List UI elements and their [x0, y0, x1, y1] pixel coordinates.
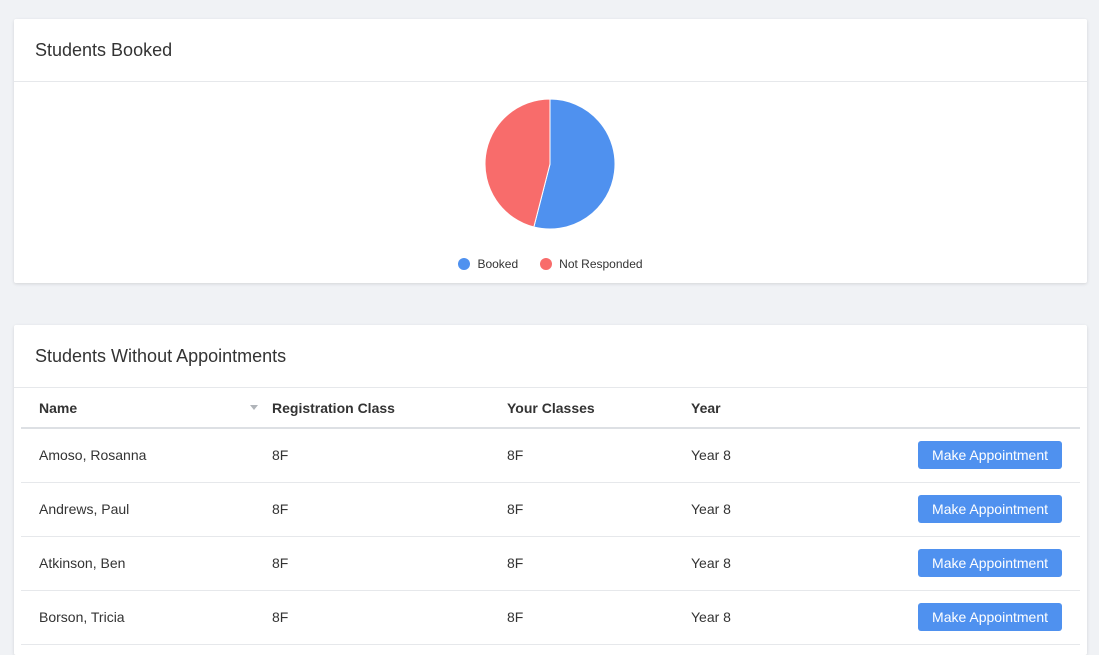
cell-name: Amoso, Rosanna: [21, 428, 272, 483]
students-without-appointments-card: Students Without Appointments Name Regis…: [14, 325, 1087, 655]
column-header-year[interactable]: Year: [691, 388, 871, 429]
cell-year: Year 8: [691, 482, 871, 537]
students-booked-card: Students Booked Booked Not Responded: [14, 19, 1087, 283]
booked-pie-chart: Booked Not Responded: [14, 82, 1087, 282]
pie-slice-not-responded[interactable]: [484, 98, 551, 228]
students-booked-title: Students Booked: [14, 19, 1087, 82]
chart-legend: Booked Not Responded: [14, 257, 1087, 271]
make-appointment-button[interactable]: Make Appointment: [918, 495, 1062, 523]
cell-registration-class: 8F: [272, 428, 507, 483]
legend-label: Booked: [477, 257, 519, 271]
table-row: Borson, Tricia 8F 8F Year 8 Make Appoint…: [21, 590, 1080, 645]
make-appointment-button[interactable]: Make Appointment: [918, 603, 1062, 631]
cell-year: Year 8: [691, 590, 871, 645]
make-appointment-button[interactable]: Make Appointment: [918, 441, 1062, 470]
cell-your-classes: 8F: [507, 590, 691, 645]
table-row: Amoso, Rosanna 8F 8F Year 8 Make Appoint…: [21, 428, 1080, 483]
column-header-registration-class[interactable]: Registration Class: [272, 388, 507, 429]
pie-chart-svg: [484, 98, 616, 230]
cell-your-classes: 8F: [507, 428, 691, 483]
table-row: Atkinson, Ben 8F 8F Year 8 Make Appointm…: [21, 536, 1080, 591]
column-header-actions: [871, 388, 1080, 429]
cell-name: Borson, Tricia: [21, 590, 272, 645]
legend-item-not-responded[interactable]: Not Responded: [540, 257, 643, 271]
cell-year: Year 8: [691, 536, 871, 591]
legend-label: Not Responded: [559, 257, 643, 271]
cell-name: Atkinson, Ben: [21, 536, 272, 591]
table-header-row: Name Registration Class Your Classes Yea…: [21, 388, 1080, 429]
legend-dot-icon: [540, 258, 553, 270]
legend-item-booked[interactable]: Booked: [458, 257, 518, 271]
column-header-your-classes[interactable]: Your Classes: [507, 388, 691, 429]
legend-dot-icon: [458, 258, 471, 270]
make-appointment-button[interactable]: Make Appointment: [918, 549, 1062, 577]
cell-registration-class: 8F: [272, 590, 507, 645]
students-without-title: Students Without Appointments: [14, 325, 1087, 388]
students-table: Name Registration Class Your Classes Yea…: [21, 388, 1080, 645]
sort-down-icon[interactable]: [250, 405, 258, 410]
column-header-name-label: Name: [39, 399, 78, 416]
cell-year: Year 8: [691, 428, 871, 483]
cell-name: Andrews, Paul: [21, 482, 272, 537]
cell-your-classes: 8F: [507, 536, 691, 591]
cell-registration-class: 8F: [272, 536, 507, 591]
column-header-name[interactable]: Name: [21, 388, 272, 429]
cell-your-classes: 8F: [507, 482, 691, 537]
cell-registration-class: 8F: [272, 482, 507, 537]
pie-slice-booked[interactable]: [533, 98, 616, 230]
table-row: Andrews, Paul 8F 8F Year 8 Make Appointm…: [21, 482, 1080, 537]
